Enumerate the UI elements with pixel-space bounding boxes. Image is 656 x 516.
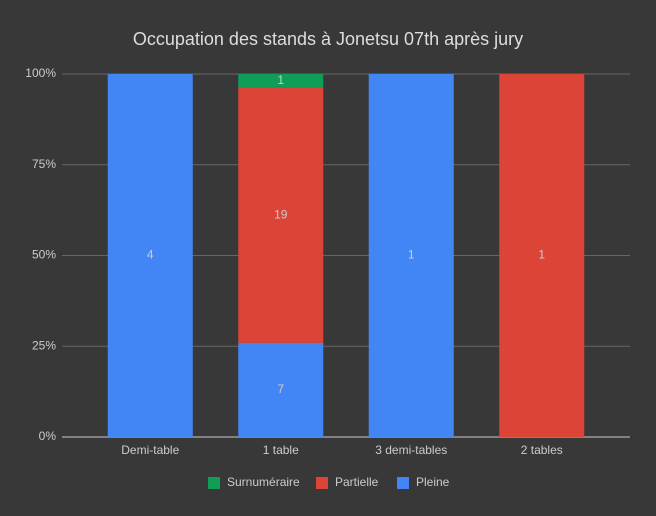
y-tick-label: 25% — [32, 338, 56, 352]
legend-label: Partielle — [335, 475, 379, 489]
legend-swatch — [208, 477, 220, 489]
x-tick-label: Demi-table — [121, 443, 179, 457]
bar-segment — [238, 74, 324, 88]
bar-segment — [499, 74, 585, 437]
chart-title: Occupation des stands à Jonetsu 07th apr… — [133, 29, 523, 49]
legend-swatch — [397, 477, 409, 489]
bar-segment — [107, 74, 193, 437]
x-tick-label: 1 table — [263, 443, 299, 457]
legend-swatch — [316, 477, 328, 489]
y-tick-label: 50% — [32, 248, 56, 262]
bar-segment — [368, 74, 454, 437]
legend-label: Pleine — [416, 475, 450, 489]
data-label: 1 — [408, 248, 415, 262]
bar-segment — [238, 87, 324, 343]
y-tick-label: 100% — [25, 66, 56, 80]
x-tick-label: 3 demi-tables — [375, 443, 447, 457]
bar-segment — [238, 342, 324, 437]
legend-label: Surnuméraire — [227, 475, 300, 489]
data-label: 7 — [277, 382, 284, 396]
data-label: 1 — [277, 73, 284, 87]
data-label: 1 — [538, 248, 545, 262]
x-tick-label: 2 tables — [521, 443, 563, 457]
data-label: 4 — [147, 248, 154, 262]
y-tick-label: 0% — [39, 429, 57, 443]
data-label: 19 — [274, 207, 288, 221]
y-tick-label: 75% — [32, 157, 56, 171]
